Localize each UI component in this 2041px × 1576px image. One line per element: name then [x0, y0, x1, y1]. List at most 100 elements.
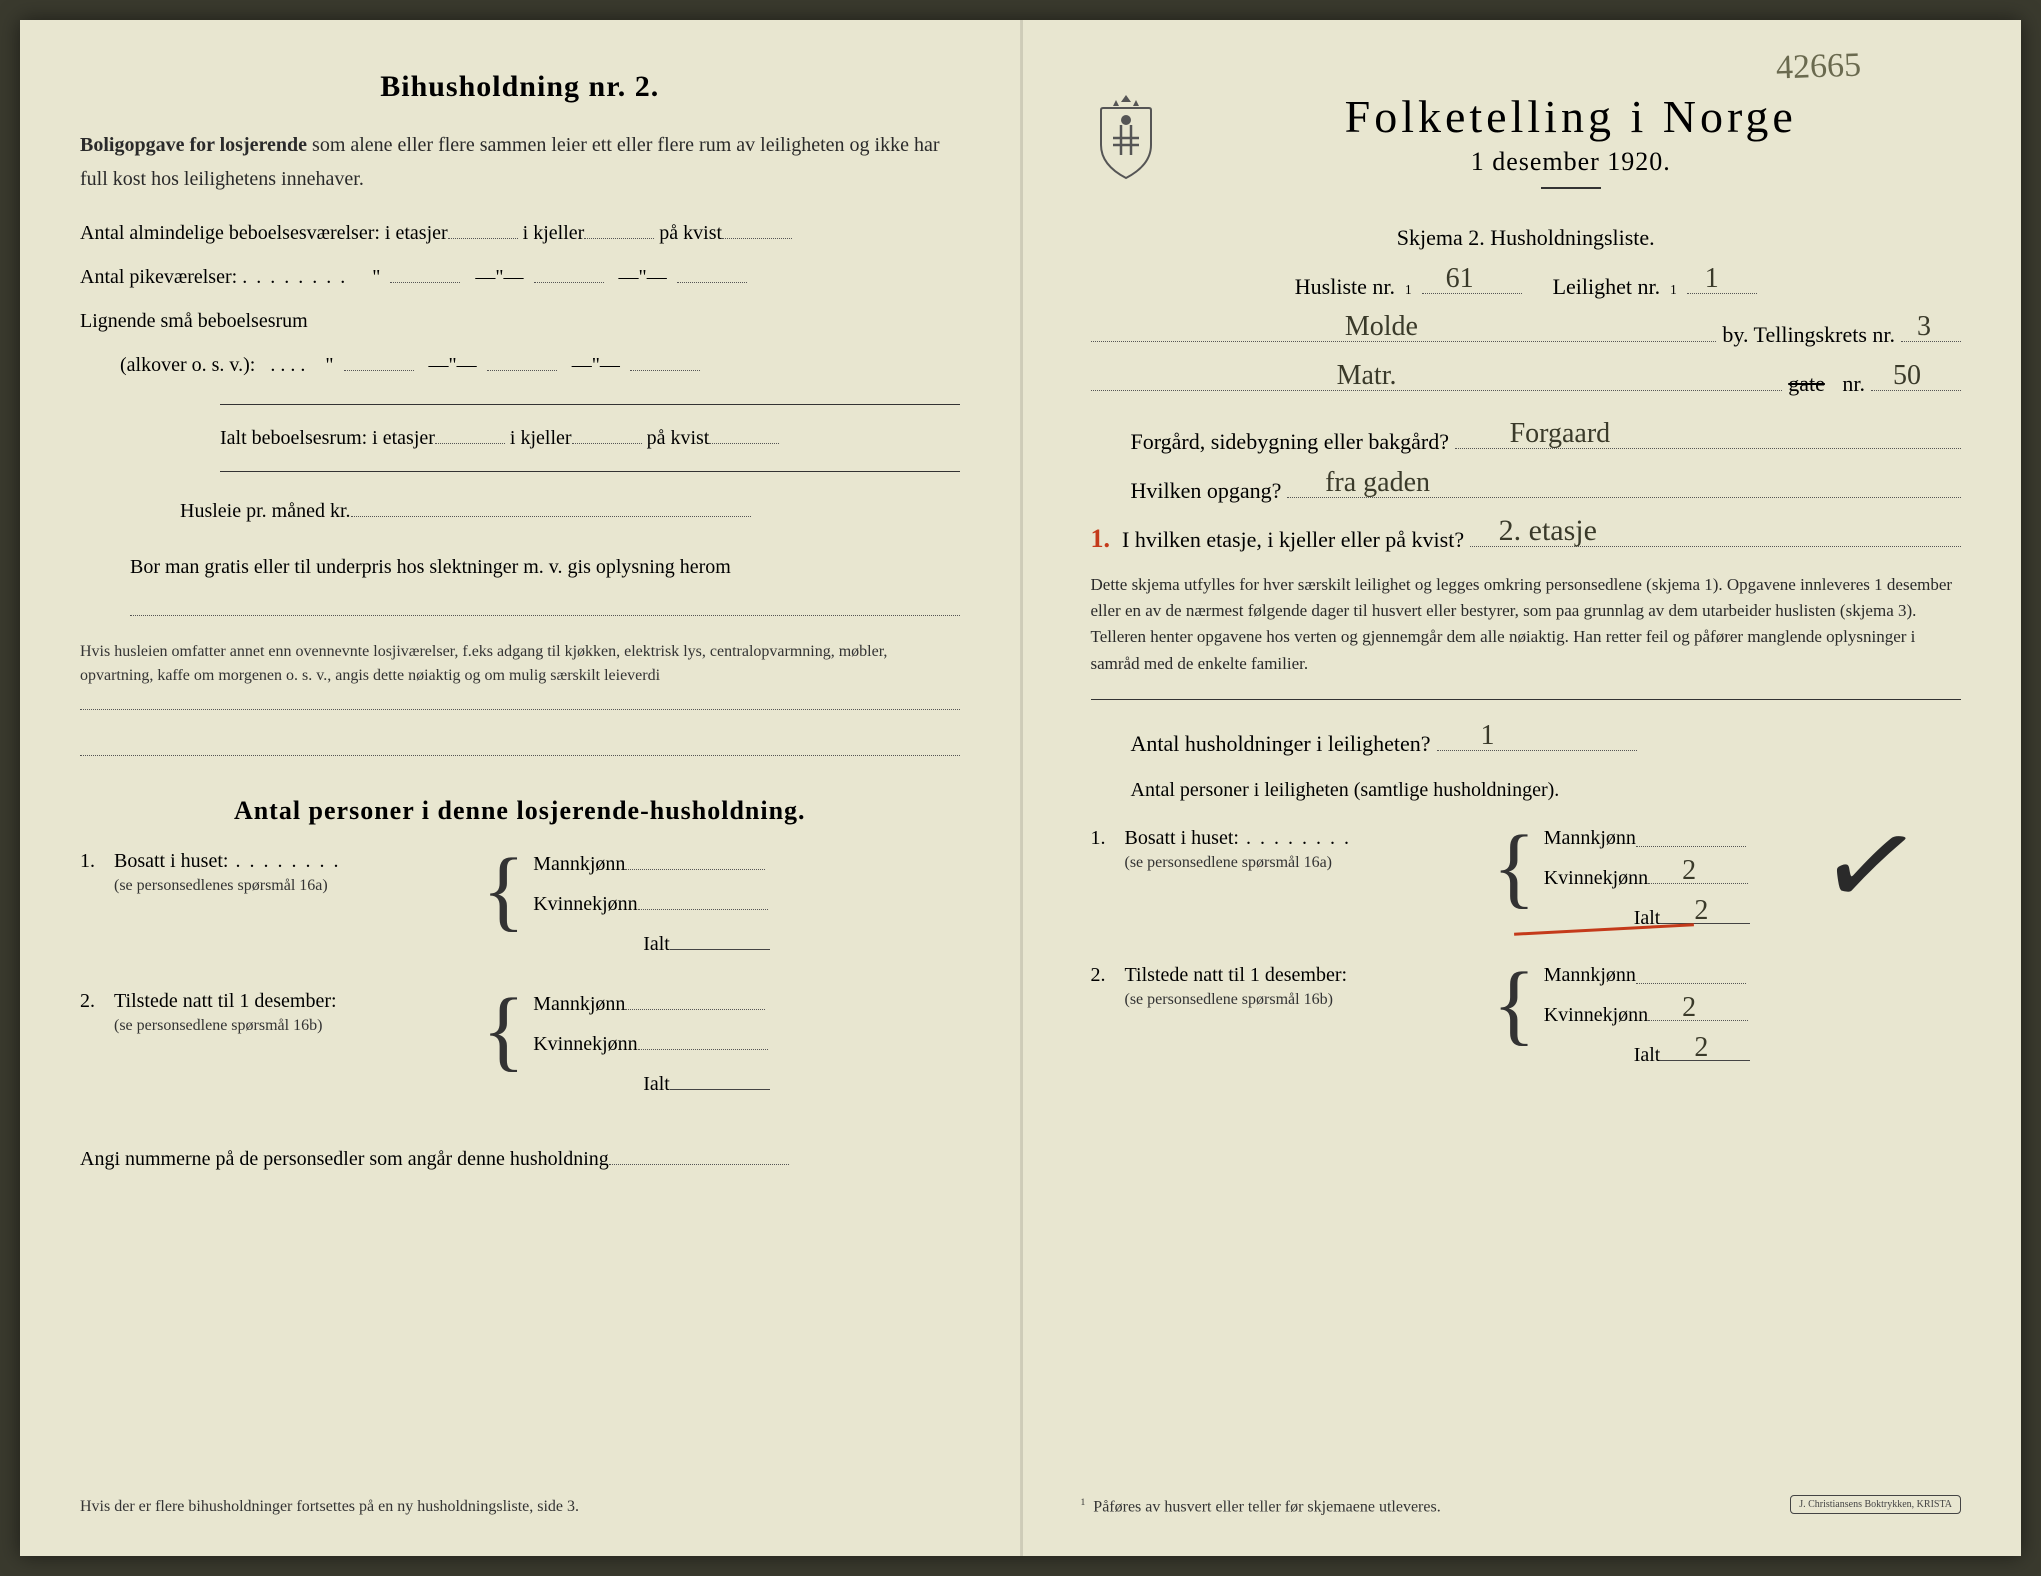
by-line: Molde by. Tellingskrets nr. 3 [1091, 314, 1962, 349]
husliste-label: Husliste nr. [1295, 274, 1395, 300]
by-label: by. Tellingskrets nr. [1722, 322, 1895, 348]
b2-kvinne: 2 [1678, 992, 1700, 1024]
right-item-2: 2. Tilstede natt til 1 desember: (se per… [1091, 964, 1962, 1081]
document-spread: Bihusholdning nr. 2. Boligopgave for los… [20, 20, 2021, 1556]
antal-hush-a: 1 [1477, 720, 1499, 752]
r-kvinne2: Kvinnekjønn [1544, 1004, 1648, 1026]
by-val: Molde [1341, 311, 1422, 343]
husliste-line: Husliste nr. 1 61 Leilighet nr. 1 1 [1091, 265, 1962, 300]
brace-icon: { [1493, 827, 1536, 908]
b1-kvinne: 2 [1678, 855, 1700, 887]
sup2: 1 [1670, 282, 1677, 298]
kvinne-label: Kvinnekjønn [533, 893, 637, 915]
row-beboelsesvaerelser: Antal almindelige beboelsesværelser: i e… [80, 214, 960, 252]
l3a: Lignende små beboelsesrum [80, 310, 308, 332]
ialtc: på kvist [647, 427, 710, 449]
husleie-label: Husleie pr. måned kr. [180, 500, 351, 522]
row-bor-man: Bor man gratis eller til underpris hos s… [80, 548, 960, 616]
row-lignende-a: Lignende små beboelsesrum [80, 302, 960, 340]
r-mann1: Mannkjønn [1544, 827, 1636, 849]
intro-paragraph: Boligopgave for losjerende som alene ell… [80, 128, 960, 196]
forgard-q: Forgård, sidebygning eller bakgård? [1131, 429, 1450, 455]
left-page: Bihusholdning nr. 2. Boligopgave for los… [20, 20, 1021, 1556]
item1-label: Bosatt i huset: [114, 850, 228, 872]
l3b: (alkover o. s. v.): [120, 354, 255, 376]
fn-text: Påføres av husvert eller teller før skje… [1093, 1498, 1440, 1515]
husliste-val: 61 [1442, 263, 1478, 295]
tellingskrets-val: 3 [1913, 311, 1935, 343]
nr-label: nr. [1842, 371, 1865, 397]
red-underline [1514, 923, 1694, 935]
l2: Antal pikeværelser: [80, 266, 237, 288]
right-page: 42665 Folketelling i Norge 1 desember 19… [1021, 20, 2022, 1556]
left-item-1: 1. Bosatt i huset: (se personsedlenes sp… [80, 850, 960, 970]
gate-line: Matr. gate nr. 50 [1091, 362, 1962, 397]
fn-marker: 1 [1081, 1497, 1086, 1508]
item1-sub: (se personsedlenes spørsmål 16a) [114, 877, 328, 894]
r-ialt2: Ialt [1634, 1044, 1661, 1066]
opgang-q: Hvilken opgang? [1131, 478, 1282, 504]
row-angi: Angi nummerne på de personsedler som ang… [80, 1140, 960, 1178]
row-lignende-b: (alkover o. s. v.): . . . . " —"— —"— [80, 346, 960, 384]
r-num-2: 2. [1091, 964, 1125, 987]
ialt-label2: Ialt [643, 1073, 670, 1095]
b2-ialt: 2 [1690, 1032, 1712, 1064]
left-item-2: 2. Tilstede natt til 1 desember: (se per… [80, 990, 960, 1110]
top-handwritten-number: 42665 [1775, 47, 1861, 88]
l1b: i kjeller [523, 222, 585, 244]
leilighet-val: 1 [1701, 263, 1723, 295]
antal-hush-line: Antal husholdninger i leiligheten? 1 [1091, 722, 1962, 757]
ialtb: i kjeller [510, 427, 572, 449]
title-divider [1541, 187, 1601, 189]
left-title: Bihusholdning nr. 2. [80, 70, 960, 104]
r-mann2: Mannkjønn [1544, 964, 1636, 986]
l1c: på kvist [659, 222, 722, 244]
antal-pers-bold: Antal personer i leiligheten [1131, 779, 1349, 801]
r-num-1: 1. [1091, 827, 1125, 850]
antal-pers-rest: (samtlige husholdninger). [1349, 779, 1560, 801]
r-item2-sub: (se personsedlene spørsmål 16b) [1125, 991, 1333, 1008]
etasje-a: 2. etasje [1495, 514, 1601, 548]
red-mark: 1. [1091, 524, 1111, 554]
row-husleie: Husleie pr. måned kr. [80, 492, 960, 530]
sub-title: 1 desember 1920. [1181, 147, 1962, 177]
hvis-note: Hvis husleien omfatter annet enn ovennev… [80, 640, 960, 688]
kvinne-label2: Kvinnekjønn [533, 1033, 637, 1055]
printer-stamp: J. Christiansens Boktrykken, KRISTA [1790, 1495, 1961, 1514]
item2-sub: (se personsedlene spørsmål 16b) [114, 1017, 322, 1034]
dots [242, 266, 347, 288]
row-ialt-beboelsesrum: Ialt beboelsesrum: i etasjer i kjeller p… [80, 419, 960, 457]
antal-hush-q: Antal husholdninger i leiligheten? [1131, 731, 1431, 757]
mann-label: Mannkjønn [533, 853, 625, 875]
header-block: Folketelling i Norge 1 desember 1920. [1091, 90, 1962, 207]
ialta: Ialt beboelsesrum: i etasjer [220, 427, 435, 449]
etasje-line: 1. I hvilken etasje, i kjeller eller på … [1091, 518, 1962, 554]
brace-icon: { [1493, 964, 1536, 1045]
gate-label: gate [1788, 371, 1825, 397]
opgang-a: fra gaden [1321, 467, 1434, 499]
intro-bold: Boligopgave for losjerende [80, 134, 307, 156]
matr-val: Matr. [1333, 360, 1401, 392]
r-item2-label: Tilstede natt til 1 desember: [1125, 964, 1348, 986]
leilighet-label: Leilighet nr. [1553, 274, 1661, 300]
num-1: 1. [80, 850, 114, 873]
nr-val: 50 [1889, 360, 1925, 392]
item2-label: Tilstede natt til 1 desember: [114, 990, 337, 1012]
left-footer: Hvis der er flere bihusholdninger fortse… [80, 1498, 960, 1516]
crest-icon [1091, 90, 1161, 180]
ialt-label: Ialt [643, 933, 670, 955]
forgard-a: Forgaard [1506, 418, 1615, 450]
skjema-line: Skjema 2. Husholdningsliste. [1091, 225, 1962, 251]
r-item1-label: Bosatt i huset: [1125, 827, 1239, 849]
b1-ialt: 2 [1690, 895, 1712, 927]
l1a: Antal almindelige beboelsesværelser: i e… [80, 222, 448, 244]
row-pikevaerelser: Antal pikeværelser: " —"— —"— [80, 258, 960, 296]
opgang-line: Hvilken opgang? fra gaden [1091, 469, 1962, 504]
mann-label2: Mannkjønn [533, 993, 625, 1015]
brace-icon: { [482, 990, 525, 1071]
sup1: 1 [1405, 282, 1412, 298]
forgard-line: Forgård, sidebygning eller bakgård? Forg… [1091, 421, 1962, 456]
r-kvinne1: Kvinnekjønn [1544, 867, 1648, 889]
left-section2-title: Antal personer i denne losjerende-hushol… [80, 796, 960, 826]
main-title: Folketelling i Norge [1181, 90, 1962, 143]
